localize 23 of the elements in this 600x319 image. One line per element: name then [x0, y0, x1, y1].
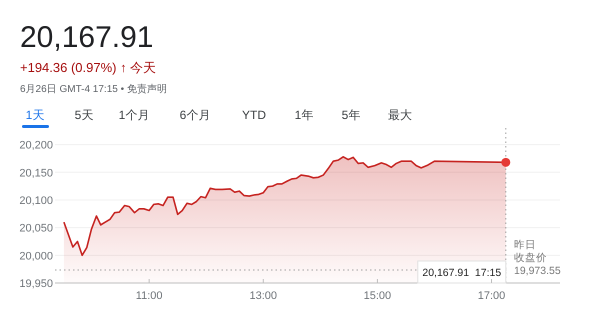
- x-tick-label: 11:00: [136, 290, 163, 302]
- text: YTD: [242, 108, 266, 122]
- y-tick-label: 20,150: [19, 167, 53, 180]
- x-tick-label: 15:00: [364, 290, 392, 302]
- text: 5年: [342, 108, 360, 122]
- text: 6月26日 GMT-4 17:15 • 免责声明: [20, 83, 167, 95]
- chart-title: 20,167.91: [20, 21, 154, 54]
- text: 1年: [294, 108, 314, 122]
- text: 6个月: [180, 108, 210, 122]
- ref-line-label: 昨日收盘价 19,973.55: [514, 238, 561, 277]
- text: 5天: [74, 108, 94, 122]
- x-tick-label: 13:00: [250, 290, 278, 302]
- x-tick-label: 17:00: [478, 290, 506, 302]
- y-tick-label: 20,200: [19, 140, 53, 152]
- y-tick-label: 20,050: [19, 222, 53, 235]
- y-tick-label: 20,100: [19, 194, 53, 207]
- y-tick-label: 19,950: [19, 278, 53, 290]
- chart-subtitle: +194.36 (0.97%) ↑ 今天: [20, 60, 156, 75]
- text: 最大: [388, 108, 412, 122]
- ref-line-label: 20,167.91 17:15: [422, 267, 502, 279]
- text: 1天: [26, 108, 44, 122]
- y-tick-label: 20,000: [19, 250, 53, 262]
- text: 1个月: [118, 108, 150, 122]
